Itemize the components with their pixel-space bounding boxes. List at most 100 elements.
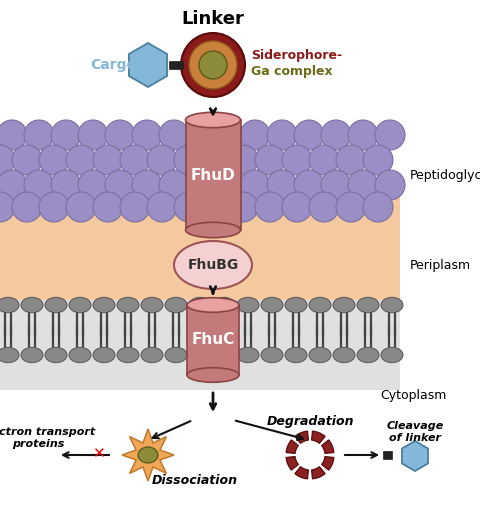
Circle shape bbox=[147, 145, 177, 175]
Ellipse shape bbox=[237, 297, 259, 313]
Circle shape bbox=[147, 192, 177, 222]
Circle shape bbox=[12, 192, 42, 222]
Text: Electron transport
proteins: Electron transport proteins bbox=[0, 427, 96, 449]
Ellipse shape bbox=[213, 347, 235, 363]
Ellipse shape bbox=[45, 297, 67, 313]
Text: Periplasm: Periplasm bbox=[410, 259, 471, 271]
Circle shape bbox=[105, 120, 135, 150]
Wedge shape bbox=[322, 440, 334, 454]
Circle shape bbox=[12, 145, 42, 175]
Ellipse shape bbox=[285, 297, 307, 313]
Ellipse shape bbox=[357, 297, 379, 313]
Ellipse shape bbox=[309, 297, 331, 313]
Ellipse shape bbox=[261, 297, 283, 313]
Circle shape bbox=[24, 120, 54, 150]
Polygon shape bbox=[122, 429, 174, 481]
Ellipse shape bbox=[69, 347, 91, 363]
Ellipse shape bbox=[357, 347, 379, 363]
Ellipse shape bbox=[69, 297, 91, 313]
Ellipse shape bbox=[261, 347, 283, 363]
Ellipse shape bbox=[213, 297, 235, 313]
Circle shape bbox=[228, 192, 258, 222]
Circle shape bbox=[78, 120, 108, 150]
Circle shape bbox=[201, 145, 231, 175]
Circle shape bbox=[213, 170, 243, 200]
Ellipse shape bbox=[333, 347, 355, 363]
Circle shape bbox=[240, 120, 270, 150]
Ellipse shape bbox=[381, 297, 403, 313]
Circle shape bbox=[199, 51, 227, 79]
Text: FhuC: FhuC bbox=[192, 333, 235, 347]
Circle shape bbox=[309, 145, 339, 175]
Circle shape bbox=[24, 170, 54, 200]
Circle shape bbox=[321, 120, 351, 150]
Ellipse shape bbox=[117, 297, 139, 313]
Circle shape bbox=[66, 192, 96, 222]
Ellipse shape bbox=[21, 347, 43, 363]
Circle shape bbox=[186, 170, 216, 200]
Circle shape bbox=[309, 192, 339, 222]
Circle shape bbox=[181, 33, 245, 97]
Circle shape bbox=[213, 120, 243, 150]
Circle shape bbox=[120, 192, 150, 222]
Text: Ga complex: Ga complex bbox=[251, 66, 333, 79]
Text: Linker: Linker bbox=[181, 10, 244, 28]
Ellipse shape bbox=[237, 347, 259, 363]
Text: Cargo: Cargo bbox=[90, 58, 136, 72]
Circle shape bbox=[294, 120, 324, 150]
Bar bbox=[0, 300, 400, 390]
Ellipse shape bbox=[138, 447, 158, 463]
Circle shape bbox=[132, 120, 162, 150]
Circle shape bbox=[336, 192, 366, 222]
Circle shape bbox=[93, 192, 123, 222]
Ellipse shape bbox=[117, 347, 139, 363]
Circle shape bbox=[174, 192, 204, 222]
Bar bbox=[187, 305, 239, 375]
Circle shape bbox=[282, 192, 312, 222]
Circle shape bbox=[132, 170, 162, 200]
Wedge shape bbox=[312, 431, 325, 443]
Ellipse shape bbox=[174, 241, 252, 289]
Ellipse shape bbox=[189, 347, 211, 363]
Wedge shape bbox=[295, 431, 309, 443]
Ellipse shape bbox=[187, 298, 239, 312]
Circle shape bbox=[159, 170, 189, 200]
Text: Siderophore-: Siderophore- bbox=[251, 49, 342, 62]
Wedge shape bbox=[312, 467, 325, 479]
Circle shape bbox=[348, 170, 378, 200]
Ellipse shape bbox=[93, 347, 115, 363]
Circle shape bbox=[39, 192, 69, 222]
Circle shape bbox=[228, 145, 258, 175]
Circle shape bbox=[174, 145, 204, 175]
Polygon shape bbox=[402, 441, 428, 471]
Wedge shape bbox=[286, 440, 299, 454]
Ellipse shape bbox=[165, 297, 187, 313]
Circle shape bbox=[255, 192, 285, 222]
Circle shape bbox=[321, 170, 351, 200]
Circle shape bbox=[186, 120, 216, 150]
Circle shape bbox=[66, 145, 96, 175]
Wedge shape bbox=[322, 457, 334, 470]
Ellipse shape bbox=[165, 347, 187, 363]
Bar bbox=[0, 195, 400, 305]
Ellipse shape bbox=[333, 297, 355, 313]
Wedge shape bbox=[295, 467, 309, 479]
Circle shape bbox=[201, 192, 231, 222]
Text: FhuD: FhuD bbox=[191, 168, 235, 182]
Ellipse shape bbox=[185, 112, 240, 128]
Circle shape bbox=[0, 192, 15, 222]
Text: Peptidoglycan: Peptidoglycan bbox=[410, 169, 480, 181]
Ellipse shape bbox=[189, 297, 211, 313]
Circle shape bbox=[363, 145, 393, 175]
Ellipse shape bbox=[0, 297, 19, 313]
Circle shape bbox=[0, 170, 27, 200]
Ellipse shape bbox=[381, 347, 403, 363]
Ellipse shape bbox=[93, 297, 115, 313]
Ellipse shape bbox=[21, 297, 43, 313]
Circle shape bbox=[267, 120, 297, 150]
Circle shape bbox=[375, 170, 405, 200]
Text: ✕: ✕ bbox=[92, 447, 104, 461]
Circle shape bbox=[336, 145, 366, 175]
Circle shape bbox=[39, 145, 69, 175]
Bar bbox=[185, 120, 240, 230]
